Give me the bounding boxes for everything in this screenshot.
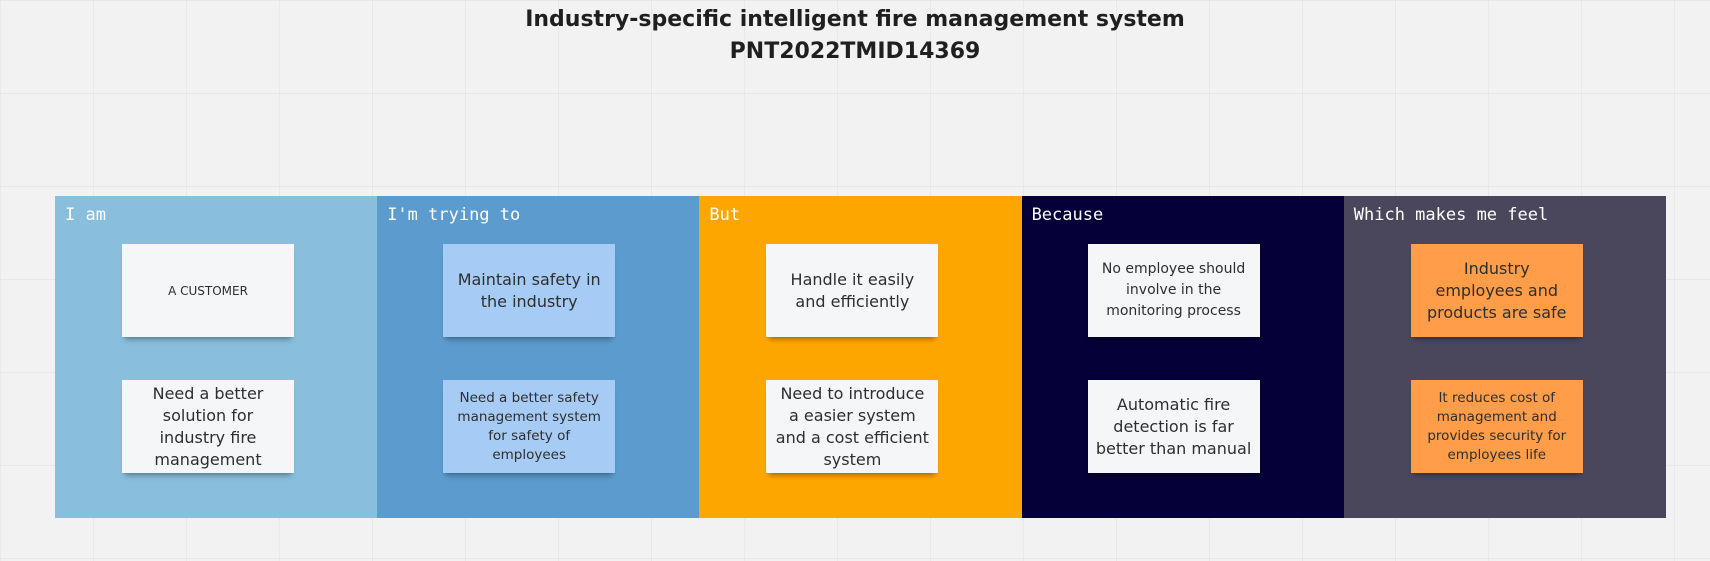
- sticky-note-text: Handle it easily and efficiently: [790, 269, 915, 311]
- board-title-line1: Industry-specific intelligent fire manag…: [525, 7, 1185, 32]
- column-heading: But: [709, 205, 741, 225]
- column-heading: I am: [65, 205, 106, 225]
- sticky-note[interactable]: No employee should involve in the monito…: [1087, 244, 1260, 337]
- sticky-note-text: Need a better solution for industry fire…: [152, 383, 264, 469]
- sticky-note[interactable]: Need a better safety management system f…: [443, 380, 616, 473]
- sticky-note[interactable]: Maintain safety in the industry: [443, 244, 616, 337]
- column-because[interactable]: Because No employee should involve in th…: [1021, 196, 1344, 518]
- sticky-note-text: Maintain safety in the industry: [457, 269, 601, 311]
- column-heading: Which makes me feel: [1353, 205, 1549, 225]
- sticky-note-text: A CUSTOMER: [168, 283, 248, 298]
- empathy-map: I am A CUSTOMER Need a better solution f…: [55, 196, 1666, 518]
- sticky-note[interactable]: Industry employees and products are safe: [1410, 244, 1583, 337]
- column-heading: Because: [1031, 205, 1104, 225]
- sticky-note[interactable]: A CUSTOMER: [122, 244, 294, 337]
- sticky-note-text: No employee should involve in the monito…: [1101, 261, 1246, 319]
- sticky-note-text: It reduces cost of management and provid…: [1427, 389, 1567, 463]
- board-title-line2: PNT2022TMID14369: [729, 39, 981, 64]
- sticky-note-text: Need to introduce a easier system and a …: [775, 383, 929, 469]
- sticky-note[interactable]: Automatic fire detection is far better t…: [1087, 380, 1260, 473]
- column-im-trying-to[interactable]: I'm trying to Maintain safety in the ind…: [377, 196, 700, 518]
- sticky-note[interactable]: It reduces cost of management and provid…: [1410, 380, 1583, 473]
- sticky-note[interactable]: Need to introduce a easier system and a …: [766, 380, 939, 473]
- sticky-note-text: Industry employees and products are safe: [1426, 258, 1567, 322]
- sticky-note-text: Automatic fire detection is far better t…: [1095, 394, 1252, 458]
- board-title: Industry-specific intelligent fire manag…: [0, 4, 1710, 68]
- column-which-makes-me-feel[interactable]: Which makes me feel Industry employees a…: [1343, 196, 1666, 518]
- column-but[interactable]: But Handle it easily and efficiently Nee…: [699, 196, 1022, 518]
- sticky-note-text: Need a better safety management system f…: [457, 389, 601, 463]
- sticky-note[interactable]: Need a better solution for industry fire…: [122, 380, 294, 473]
- sticky-note[interactable]: Handle it easily and efficiently: [766, 244, 939, 337]
- column-heading: I'm trying to: [387, 205, 521, 225]
- column-i-am[interactable]: I am A CUSTOMER Need a better solution f…: [55, 196, 378, 518]
